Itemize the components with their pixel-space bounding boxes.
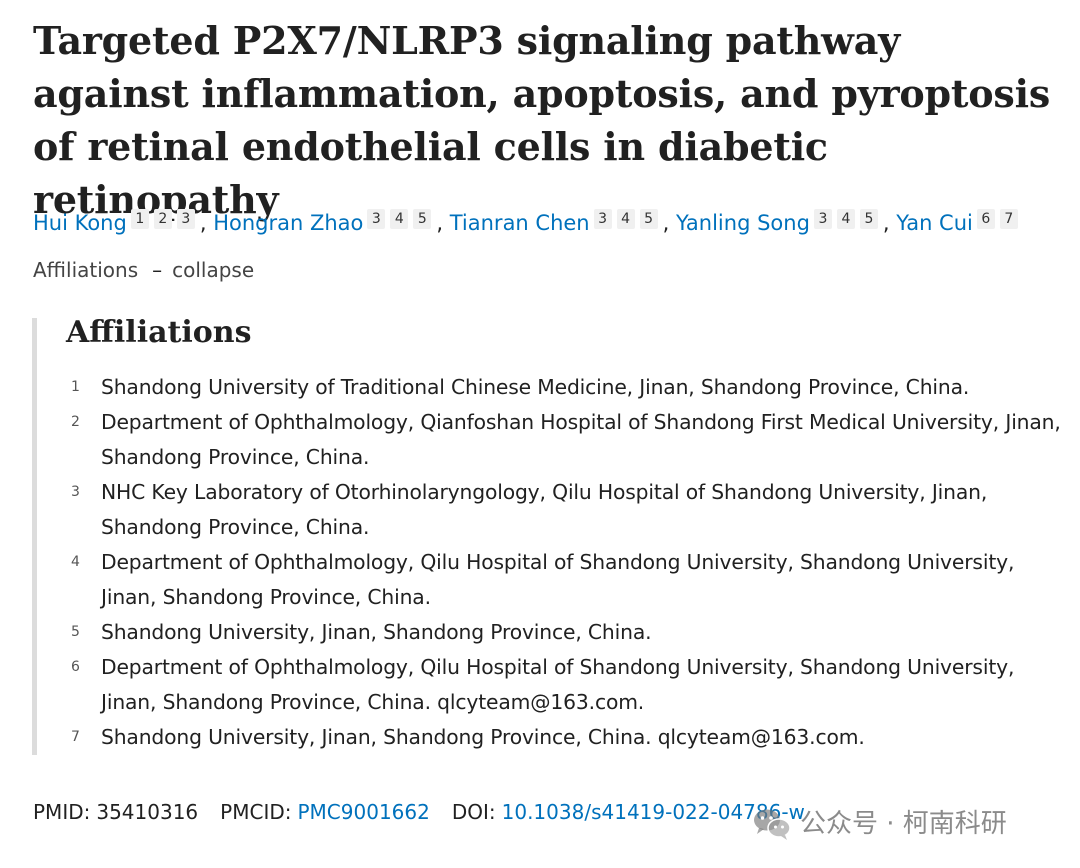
author-link[interactable]: Hui Kong xyxy=(33,211,127,235)
affil-ref[interactable]: 3 xyxy=(813,209,832,229)
pmcid-link[interactable]: PMC9001662 xyxy=(297,800,430,824)
author-link[interactable]: Yan Cui xyxy=(896,211,973,235)
author-link[interactable]: Tianran Chen xyxy=(449,211,590,235)
affiliation-text: NHC Key Laboratory of Otorhinolaryngolog… xyxy=(101,480,988,539)
affiliation-number: 6 xyxy=(71,659,80,675)
affiliation-text: Shandong University, Jinan, Shandong Pro… xyxy=(101,620,652,644)
affiliation-item: 5 Shandong University, Jinan, Shandong Pr… xyxy=(71,615,1071,650)
affiliation-text: Department of Ophthalmology, Qilu Hospit… xyxy=(101,655,1015,714)
affil-ref[interactable]: 5 xyxy=(639,209,658,229)
affiliation-number: 1 xyxy=(71,379,80,395)
pmid-label: PMID: xyxy=(33,800,91,824)
affiliation-item: 7 Shandong University, Jinan, Shandong Pr… xyxy=(71,720,1071,755)
article-title: Targeted P2X7/NLRP3 signaling pathway ag… xyxy=(33,18,1051,222)
affil-ref[interactable]: 1 xyxy=(130,209,149,229)
affil-ref[interactable]: 5 xyxy=(859,209,878,229)
affiliations-panel: Affiliations 1 Shandong University of Tra… xyxy=(32,318,1067,755)
affiliation-number: 7 xyxy=(71,729,80,745)
affiliation-number: 5 xyxy=(71,624,80,640)
affiliations-toggle-label: Affiliations xyxy=(33,258,139,282)
author-link[interactable]: Hongran Zhao xyxy=(213,211,364,235)
affil-ref[interactable]: 4 xyxy=(390,209,409,229)
affil-ref[interactable]: 4 xyxy=(616,209,635,229)
affil-ref[interactable]: 4 xyxy=(836,209,855,229)
collapse-dash-icon: – xyxy=(152,258,163,282)
affiliation-item: 2 Department of Ophthalmology, Qianfoshan… xyxy=(71,405,1071,475)
collapse-link[interactable]: collapse xyxy=(172,258,255,282)
affiliation-item: 6 Department of Ophthalmology, Qilu Hospi… xyxy=(71,650,1071,720)
pmcid-label: PMCID: xyxy=(220,800,292,824)
affil-ref[interactable]: 2 xyxy=(153,209,172,229)
affil-ref[interactable]: 6 xyxy=(976,209,995,229)
affiliation-text: Department of Ophthalmology, Qianfoshan … xyxy=(101,410,1061,469)
affiliation-text: Department of Ophthalmology, Qilu Hospit… xyxy=(101,550,1015,609)
article-identifiers: PMID: 35410316 PMCID: PMC9001662 DOI: 10.1038… xyxy=(33,798,805,826)
watermark-text: 公众号 · 柯南科研 xyxy=(800,809,1007,839)
affiliation-item: 1 Shandong University of Traditional Chin… xyxy=(71,370,1071,405)
affiliation-text: Shandong University, Jinan, Shandong Pro… xyxy=(101,725,865,749)
affiliation-number: 3 xyxy=(71,484,80,500)
affil-ref[interactable]: 5 xyxy=(413,209,432,229)
watermark: 公众号 · 柯南科研 xyxy=(752,806,1007,842)
author-link[interactable]: Yanling Song xyxy=(675,211,810,235)
affiliation-text: Shandong University of Traditional Chine… xyxy=(101,375,970,399)
affiliation-number: 4 xyxy=(71,554,80,570)
affiliations-toggle[interactable]: Affiliations – collapse xyxy=(33,255,254,285)
affiliation-list: 1 Shandong University of Traditional Chin… xyxy=(71,370,1071,755)
affil-ref[interactable]: 3 xyxy=(367,209,386,229)
affiliation-item: 3 NHC Key Laboratory of Otorhinolaryngolo… xyxy=(71,475,1071,545)
affil-ref[interactable]: 3 xyxy=(176,209,195,229)
affiliation-number: 2 xyxy=(71,414,80,430)
affil-ref[interactable]: 3 xyxy=(593,209,612,229)
wechat-icon xyxy=(754,809,791,840)
affiliation-item: 4 Department of Ophthalmology, Qilu Hospi… xyxy=(71,545,1071,615)
doi-label: DOI: xyxy=(451,800,496,824)
affil-ref[interactable]: 7 xyxy=(999,209,1018,229)
pmid-value: 35410316 xyxy=(96,800,199,824)
affiliations-heading: Affiliations xyxy=(66,315,252,350)
author-list: Hui Kong 1 2 3, Hongran Zhao 3 4 5, Tianran Ch… xyxy=(33,200,1023,239)
